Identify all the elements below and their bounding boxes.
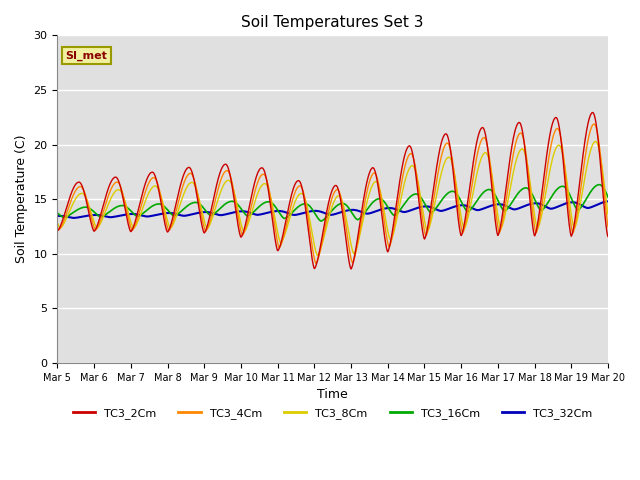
TC3_16Cm: [361, 210, 369, 216]
Line: TC3_4Cm: TC3_4Cm: [58, 124, 608, 264]
TC3_8Cm: [54, 220, 61, 226]
TC3_8Cm: [207, 219, 215, 225]
TC3_32Cm: [571, 200, 579, 205]
TC3_4Cm: [571, 224, 579, 229]
TC3_8Cm: [604, 212, 612, 217]
TC3_16Cm: [317, 218, 325, 224]
TC3_4Cm: [207, 215, 215, 220]
Title: Soil Temperatures Set 3: Soil Temperatures Set 3: [241, 15, 424, 30]
Line: TC3_2Cm: TC3_2Cm: [58, 112, 608, 269]
TC3_16Cm: [54, 210, 61, 216]
TC3_2Cm: [571, 217, 579, 223]
TC3_16Cm: [556, 184, 563, 190]
TC3_32Cm: [493, 202, 500, 207]
TC3_32Cm: [361, 210, 369, 216]
TC3_16Cm: [207, 213, 215, 218]
TC3_4Cm: [604, 224, 612, 230]
TC3_32Cm: [207, 210, 215, 216]
TC3_8Cm: [349, 248, 356, 254]
TC3_4Cm: [54, 225, 61, 230]
TC3_2Cm: [589, 109, 596, 115]
Line: TC3_8Cm: TC3_8Cm: [58, 142, 608, 255]
TC3_8Cm: [361, 209, 369, 215]
TC3_2Cm: [604, 234, 612, 240]
TC3_8Cm: [571, 225, 579, 230]
Text: SI_met: SI_met: [66, 50, 108, 60]
TC3_32Cm: [54, 213, 61, 219]
TC3_4Cm: [349, 260, 356, 265]
TC3_2Cm: [556, 126, 563, 132]
TC3_4Cm: [493, 217, 500, 223]
TC3_16Cm: [604, 194, 612, 200]
TC3_32Cm: [556, 203, 563, 209]
TC3_8Cm: [314, 252, 321, 258]
Legend: TC3_2Cm, TC3_4Cm, TC3_8Cm, TC3_16Cm, TC3_32Cm: TC3_2Cm, TC3_4Cm, TC3_8Cm, TC3_16Cm, TC3…: [68, 403, 597, 423]
TC3_32Cm: [70, 215, 78, 221]
TC3_8Cm: [556, 143, 563, 148]
Line: TC3_16Cm: TC3_16Cm: [58, 185, 608, 221]
TC3_16Cm: [595, 182, 603, 188]
TC3_2Cm: [207, 208, 215, 214]
TC3_16Cm: [571, 203, 579, 209]
TC3_4Cm: [590, 121, 598, 127]
TC3_32Cm: [349, 207, 356, 213]
TC3_8Cm: [591, 139, 599, 144]
TC3_32Cm: [604, 198, 612, 204]
TC3_2Cm: [349, 262, 356, 267]
TC3_16Cm: [349, 211, 356, 217]
TC3_8Cm: [493, 206, 500, 212]
Y-axis label: Soil Temperature (C): Soil Temperature (C): [15, 135, 28, 264]
TC3_2Cm: [347, 266, 355, 272]
TC3_4Cm: [556, 129, 563, 135]
TC3_2Cm: [361, 190, 369, 196]
Line: TC3_32Cm: TC3_32Cm: [58, 201, 608, 218]
TC3_2Cm: [493, 228, 500, 234]
TC3_4Cm: [312, 261, 320, 266]
X-axis label: Time: Time: [317, 388, 348, 401]
TC3_4Cm: [361, 200, 369, 206]
TC3_16Cm: [493, 195, 500, 201]
TC3_2Cm: [54, 228, 61, 234]
